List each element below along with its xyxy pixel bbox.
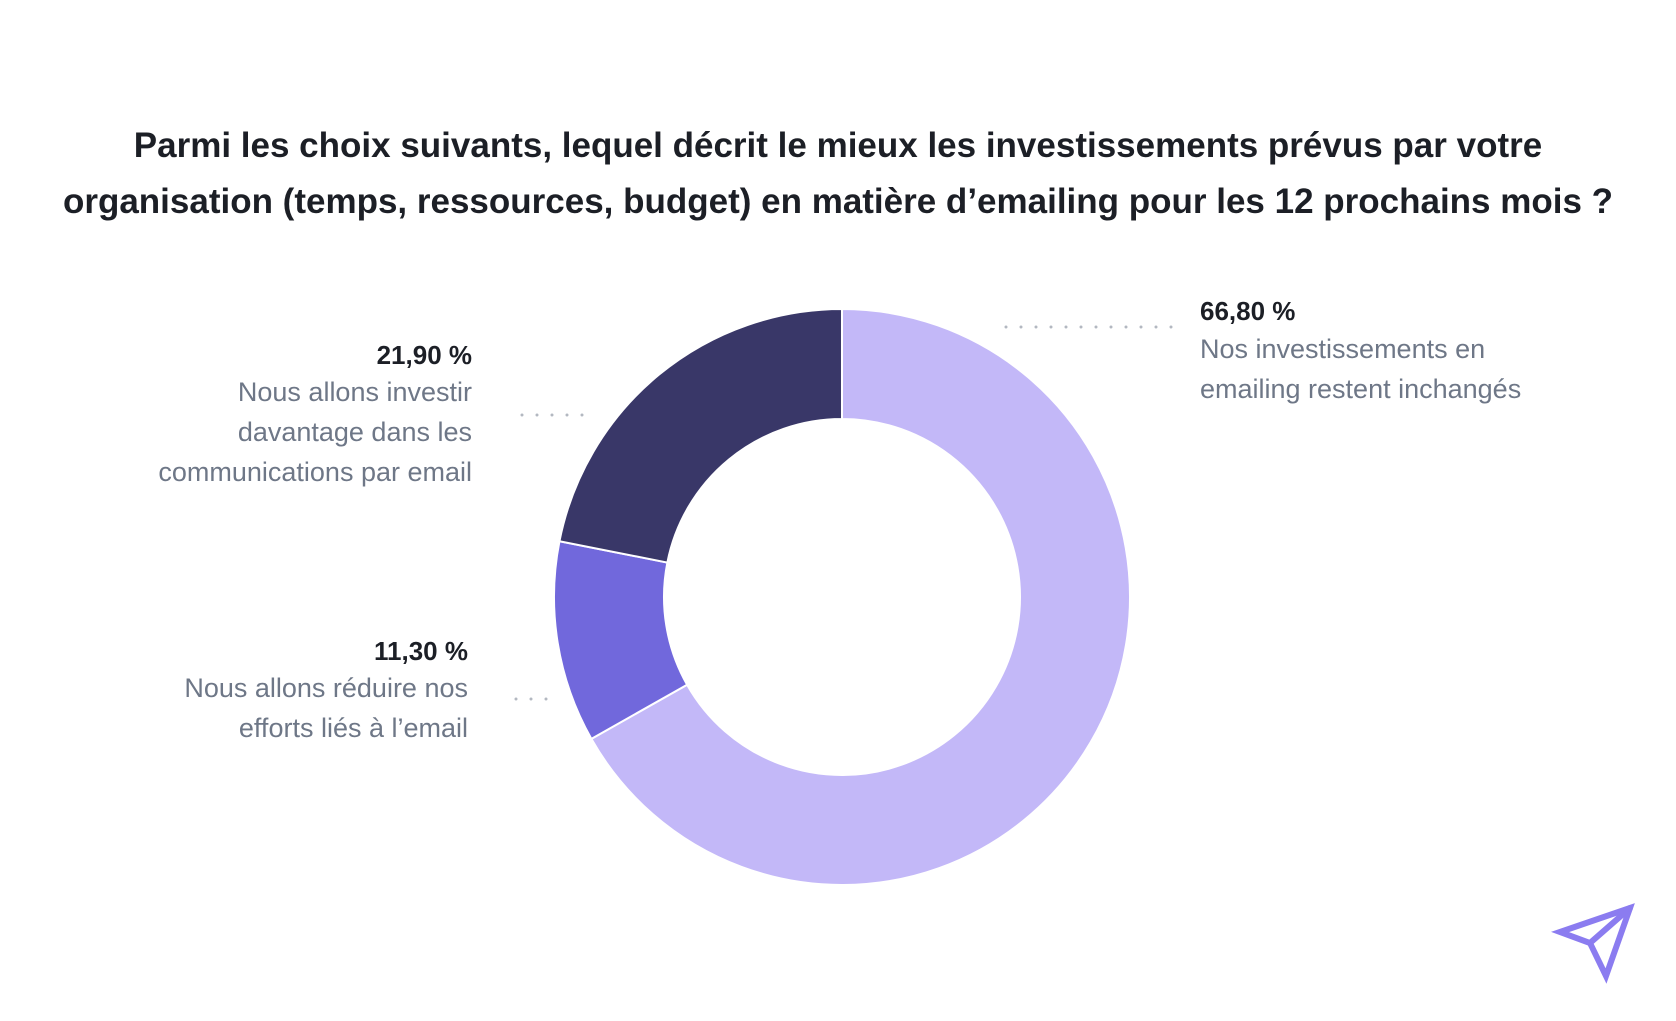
slice-desc-line: communications par email [158,457,472,487]
slice-desc-reduire: Nous allons réduire nos efforts liés à l… [100,668,468,748]
chart-title-line-1: Parmi les choix suivants, lequel décrit … [133,126,1543,165]
slice-label-investir: 21,90 % Nous allons investir davantage d… [100,338,472,492]
paper-plane-logo-icon [1551,903,1635,984]
slice-desc-line: davantage dans les [237,417,472,447]
slice-desc-inchanges: Nos investissements en emailing restent … [1200,329,1521,409]
slice-value-reduire: 11,30 % [374,636,468,666]
slice-desc-line: efforts liés à l’email [238,713,468,743]
slice-desc-investir: Nous allons investir davantage dans les … [100,372,472,492]
slice-desc-line: Nos investissements en [1200,334,1486,364]
donut-slices [553,307,1131,886]
donut-slice-inchanges [590,307,1131,886]
slice-label-inchanges: 66,80 % Nos investissements en emailing … [1200,294,1521,409]
chart-title-line-2: organisation (temps, ressources, budget)… [62,182,1614,221]
slice-desc-line: emailing restent inchangés [1200,374,1522,404]
slice-desc-line: Nous allons investir [237,377,472,407]
donut-slice-investir [558,307,843,564]
chart-title: Parmi les choix suivants, lequel décrit … [0,118,1676,230]
slice-value-investir: 21,90 % [376,340,472,370]
slice-value-inchanges: 66,80 % [1200,296,1296,326]
slice-label-reduire: 11,30 % Nous allons réduire nos efforts … [100,634,468,748]
slice-desc-line: Nous allons réduire nos [184,673,468,703]
